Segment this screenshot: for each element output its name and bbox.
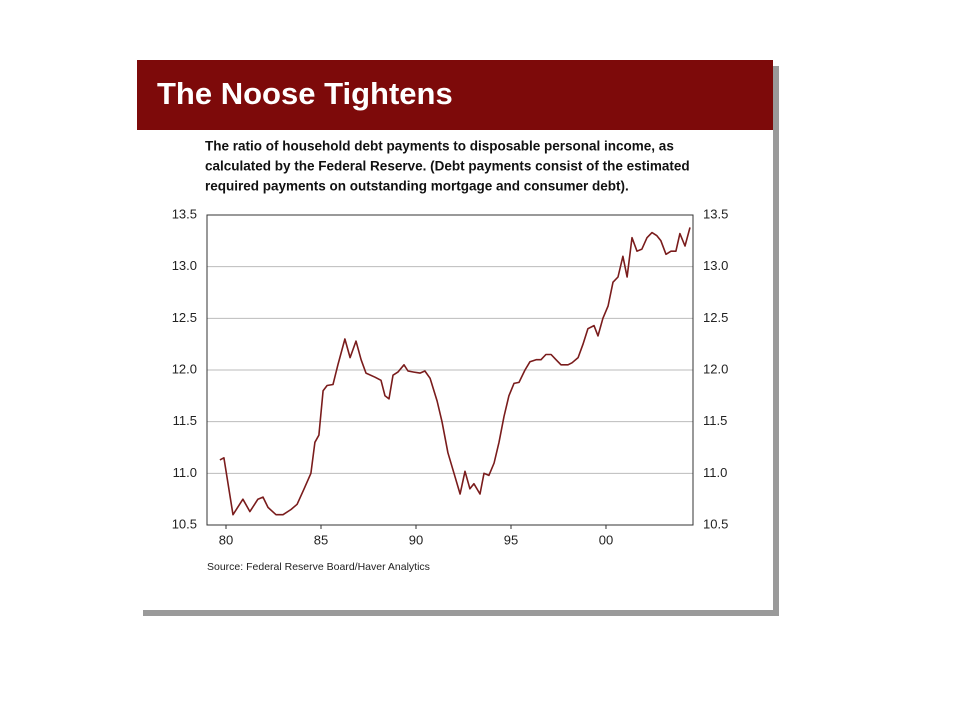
y-tick-label-right: 10.5	[703, 516, 728, 531]
x-tick-label: 85	[314, 532, 328, 547]
subtitle-line: required payments on outstanding mortgag…	[205, 179, 629, 194]
y-tick-label-right: 12.0	[703, 361, 728, 376]
y-tick-label: 13.0	[172, 258, 197, 273]
x-tick-label: 90	[409, 532, 423, 547]
x-tick-label: 95	[504, 532, 518, 547]
x-tick-label: 00	[599, 532, 613, 547]
subtitle-line: calculated by the Federal Reserve. (Debt…	[205, 159, 690, 174]
y-tick-label: 12.5	[172, 310, 197, 325]
chart-title: The Noose Tightens	[157, 76, 453, 111]
y-tick-label-right: 11.5	[703, 413, 727, 428]
y-tick-label-right: 11.0	[703, 465, 727, 480]
source-note: Source: Federal Reserve Board/Haver Anal…	[207, 561, 430, 573]
y-tick-label: 11.0	[173, 465, 197, 480]
header-bar	[137, 60, 773, 130]
y-tick-label: 12.0	[172, 361, 197, 376]
y-tick-label: 11.5	[173, 413, 197, 428]
y-tick-label-right: 13.5	[703, 206, 728, 221]
plot-frame	[206, 214, 694, 526]
x-tick-label: 80	[219, 532, 233, 547]
plot: 10.5 10.5 11.0 11.0 11.5 11.5 12.0 12.0 12.5 12.5…	[172, 206, 729, 547]
y-tick-label-right: 13.0	[703, 258, 728, 273]
y-tick-label: 13.5	[172, 206, 197, 221]
data-line	[219, 227, 691, 516]
card	[137, 60, 773, 610]
y-tick-label-right: 12.5	[703, 310, 728, 325]
subtitle-line: The ratio of household debt payments to …	[205, 139, 674, 154]
y-tick-label: 10.5	[172, 516, 197, 531]
